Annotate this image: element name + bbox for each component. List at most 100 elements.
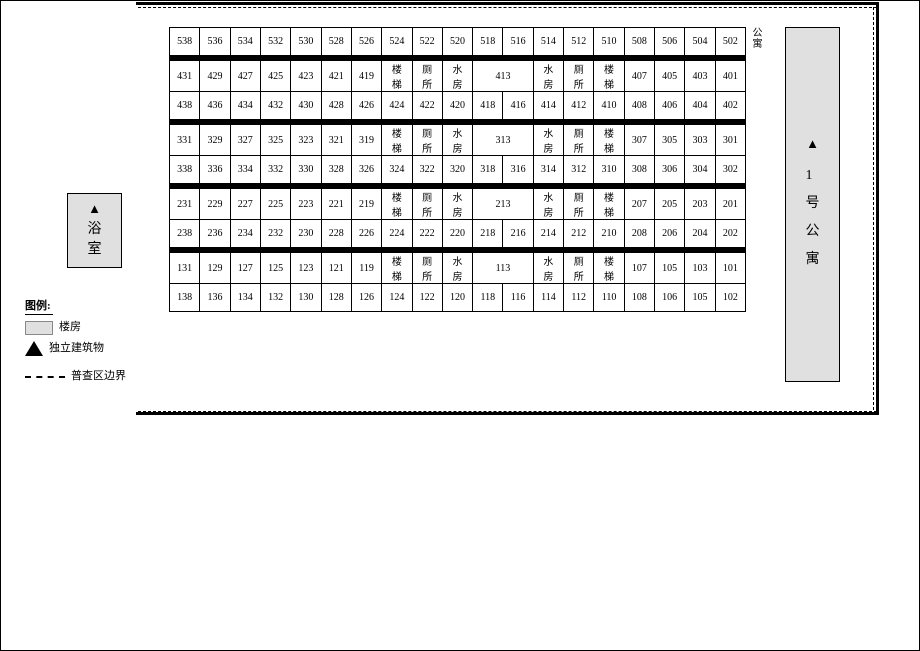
facility-cell: 厕所 — [564, 61, 594, 92]
room-cell: 204 — [685, 220, 715, 248]
room-cell: 227 — [230, 189, 260, 220]
facility-cell: 楼梯 — [594, 253, 624, 284]
bathroom-label: 浴 室 — [88, 220, 102, 259]
room-cell: 403 — [685, 61, 715, 92]
facility-cell: 厕所 — [564, 189, 594, 220]
facility-cell: 厕所 — [564, 253, 594, 284]
facility-cell: 厕所 — [412, 253, 442, 284]
facility-cell: 厕所 — [412, 189, 442, 220]
room-cell: 116 — [503, 284, 533, 312]
room-cell: 322 — [412, 156, 442, 184]
room-cell: 514 — [533, 28, 563, 56]
facility-cell: 厕所 — [564, 125, 594, 156]
room-cell: 421 — [321, 61, 351, 92]
room-cell: 432 — [260, 92, 290, 120]
room-cell: 532 — [260, 28, 290, 56]
room-cell: 213 — [473, 189, 534, 220]
legend-boundary-text: 普查区边界 — [71, 370, 137, 383]
floor3: 331329327325323321319楼梯厕所水房313水房厕所楼梯3073… — [169, 124, 746, 184]
bathroom-char2: 室 — [88, 240, 102, 260]
top-right-label: 公寓 — [748, 27, 763, 49]
bathroom-building: ▲ 浴 室 — [67, 193, 122, 268]
room-cell: 119 — [351, 253, 381, 284]
room-cell: 422 — [412, 92, 442, 120]
room-cell: 408 — [624, 92, 654, 120]
room-cell: 406 — [655, 92, 685, 120]
facility-cell: 楼梯 — [382, 125, 412, 156]
room-cell: 402 — [715, 92, 745, 120]
legend-row-building: 楼房 — [25, 321, 137, 335]
room-cell: 121 — [321, 253, 351, 284]
room-cell: 130 — [291, 284, 321, 312]
room-cell: 210 — [594, 220, 624, 248]
room-cell: 334 — [230, 156, 260, 184]
room-cell: 102 — [715, 284, 745, 312]
room-cell: 128 — [321, 284, 351, 312]
room-cell: 107 — [624, 253, 654, 284]
room-cell: 131 — [170, 253, 200, 284]
room-cell: 520 — [442, 28, 472, 56]
room-cell: 427 — [230, 61, 260, 92]
room-cell: 216 — [503, 220, 533, 248]
room-cell: 420 — [442, 92, 472, 120]
apartment-1-building: ▲ 1 号 公 寓 — [785, 27, 840, 382]
room-cell: 134 — [230, 284, 260, 312]
room-cell: 419 — [351, 61, 381, 92]
room-cell: 310 — [594, 156, 624, 184]
room-cell: 524 — [382, 28, 412, 56]
room-cell: 429 — [200, 61, 230, 92]
room-cell: 306 — [655, 156, 685, 184]
room-cell: 319 — [351, 125, 381, 156]
room-cell: 303 — [685, 125, 715, 156]
facility-cell: 水房 — [442, 125, 472, 156]
room-cell: 338 — [170, 156, 200, 184]
room-cell: 434 — [230, 92, 260, 120]
facility-cell: 厕所 — [412, 125, 442, 156]
room-cell: 325 — [260, 125, 290, 156]
facility-cell: 水房 — [533, 61, 563, 92]
room-cell: 308 — [624, 156, 654, 184]
room-cell: 226 — [351, 220, 381, 248]
room-cell: 208 — [624, 220, 654, 248]
room-cell: 313 — [473, 125, 534, 156]
room-cell: 110 — [594, 284, 624, 312]
room-cell: 414 — [533, 92, 563, 120]
room-cell: 138 — [170, 284, 200, 312]
room-cell: 506 — [655, 28, 685, 56]
room-cell: 307 — [624, 125, 654, 156]
room-cell: 323 — [291, 125, 321, 156]
room-cell: 412 — [564, 92, 594, 120]
room-cell: 238 — [170, 220, 200, 248]
room-cell: 232 — [260, 220, 290, 248]
room-cell: 426 — [351, 92, 381, 120]
room-cell: 326 — [351, 156, 381, 184]
room-cell: 201 — [715, 189, 745, 220]
room-cell: 136 — [200, 284, 230, 312]
room-cell: 236 — [200, 220, 230, 248]
room-cell: 512 — [564, 28, 594, 56]
facility-cell: 楼梯 — [382, 253, 412, 284]
facility-cell: 水房 — [533, 189, 563, 220]
facility-cell: 楼梯 — [594, 61, 624, 92]
room-cell: 321 — [321, 125, 351, 156]
room-cell: 212 — [564, 220, 594, 248]
room-cell: 320 — [442, 156, 472, 184]
room-cell: 330 — [291, 156, 321, 184]
room-cell: 324 — [382, 156, 412, 184]
facility-cell: 楼梯 — [594, 189, 624, 220]
floor-grid: 5385365345325305285265245225205185165145… — [169, 27, 746, 312]
legend-row-standalone: 独立建筑物 — [25, 341, 137, 356]
room-cell: 118 — [473, 284, 503, 312]
room-cell: 328 — [321, 156, 351, 184]
legend-building-icon — [25, 321, 53, 335]
room-cell: 229 — [200, 189, 230, 220]
facility-cell: 楼梯 — [594, 125, 624, 156]
room-cell: 329 — [200, 125, 230, 156]
room-cell: 207 — [624, 189, 654, 220]
facility-cell: 水房 — [533, 253, 563, 284]
room-cell: 410 — [594, 92, 624, 120]
north-arrow-icon: ▲ — [88, 201, 101, 217]
room-cell: 202 — [715, 220, 745, 248]
room-cell: 221 — [321, 189, 351, 220]
room-cell: 218 — [473, 220, 503, 248]
